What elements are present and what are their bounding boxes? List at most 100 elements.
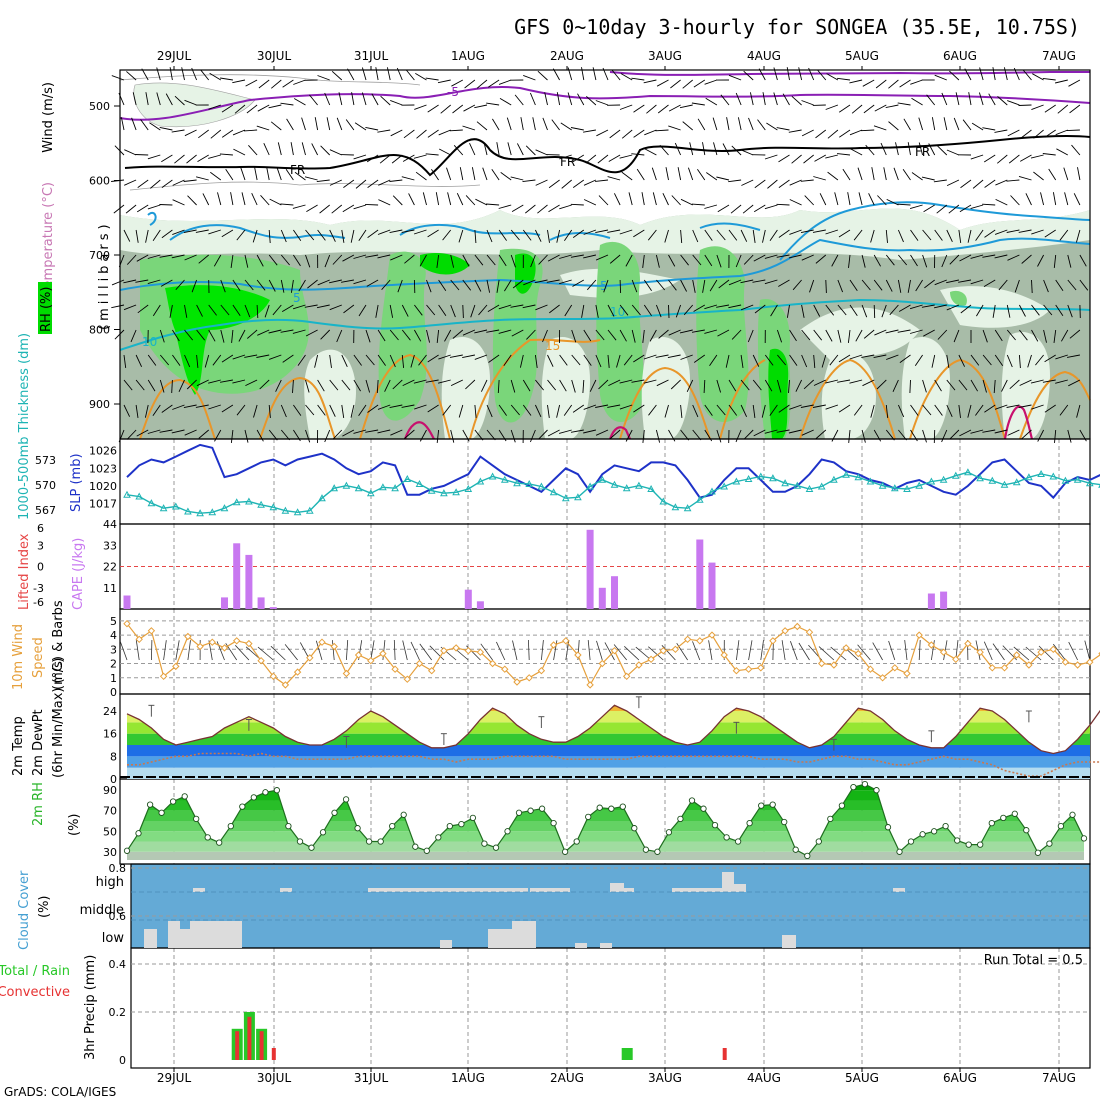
wind-barb [427,229,439,238]
wind-barb [849,354,863,360]
contour-10-line [119,298,1091,351]
wind-barb [1043,304,1053,316]
wind-barb [254,167,258,181]
wind-barb [570,254,584,258]
wind10-point [574,651,582,659]
wind-barb [743,429,754,440]
wind-barb [280,279,285,293]
wind-barb [422,192,427,206]
wind-barb [873,304,876,319]
wind-barb [752,404,756,418]
wind-barb [564,229,573,241]
wind-barb [377,129,391,133]
wind-barb [522,179,536,183]
wind-barb [778,154,790,163]
wind-barb [658,329,669,339]
wind-barb [737,117,742,131]
wind10-barb [818,646,835,661]
wind-barb [389,179,403,182]
wind-barb [1037,429,1045,442]
wind10-barb [528,639,530,661]
wind-barb [498,404,507,416]
wind-barb [446,167,452,181]
wind-barb [704,329,718,334]
wind-barb [462,125,476,131]
wind-barb [709,279,718,292]
wind-barb [184,354,191,368]
wind-barb [246,104,258,114]
wind-barb [444,329,452,342]
wind-barb [1064,192,1069,206]
wind-barb [687,167,694,181]
wind-barb [120,117,125,131]
rh-point [331,809,338,816]
wind-barb [825,104,839,110]
wind-barb [353,204,367,210]
wind-barb [572,404,585,413]
wind-barb [169,304,173,318]
date-bottom-3: 1AUG [451,1071,485,1085]
wind-barb [946,354,950,368]
wind-barb [462,279,472,291]
wind-barb [958,404,961,418]
wind-barb [664,404,669,418]
wind-barb [510,254,516,268]
wind-barb [998,279,1008,291]
wind-barb [1055,129,1068,136]
wind-barb [909,304,923,310]
wind-barb [456,193,464,206]
wind10-barb [119,641,128,661]
thickness-point [659,497,668,505]
wind-barb [1048,168,1057,181]
cloud-block [193,888,205,892]
wind-barb [994,329,1003,342]
thickness-point [440,489,448,497]
wind-barb [450,279,460,291]
wind-barb [704,304,718,310]
wind-barb [633,354,645,363]
wind-barb [438,279,447,292]
wind-barb [547,404,550,418]
freezing-level-label-3: FR [915,145,930,159]
wind-barb [361,92,367,106]
wind-barb [709,354,718,366]
wind-barb [888,79,899,89]
rh-point [1080,835,1088,842]
wind-barb [704,204,718,209]
wind-barb [437,79,451,84]
wind-barb [230,429,234,443]
wind-barb [378,199,391,206]
wind-barb [958,229,962,243]
wind-barb [149,122,161,131]
wind10-barb [635,646,652,661]
wind-barb [949,70,960,81]
temp-tick-16: 16 [103,728,117,741]
wind-barb [535,149,548,156]
wind-barb [598,379,609,390]
wind10-point [1086,658,1094,666]
wind-barb [619,329,627,342]
wind-barb [174,95,185,106]
rh-point [988,819,995,827]
wind-barb [982,354,992,366]
wind-barb [897,203,911,206]
wind-barb [358,404,367,416]
rh-point [711,821,719,829]
wind-barb [510,429,516,443]
wind10-point [123,619,131,628]
wind-barb [161,179,173,188]
wind-barb [1007,100,1020,106]
wind-barb [726,117,730,131]
wind-barb [326,117,331,131]
wind-barb [438,148,451,156]
wind-barb [813,329,823,341]
wind-barb [978,92,984,106]
wind10-point [196,642,204,651]
wind-barb [1019,304,1026,317]
wind-barb [868,193,875,206]
wind-barb [353,379,361,392]
rh-point [815,838,822,845]
cloud-high-label: high [96,875,124,890]
wind-barb [416,129,427,139]
wind-barb [221,129,234,138]
